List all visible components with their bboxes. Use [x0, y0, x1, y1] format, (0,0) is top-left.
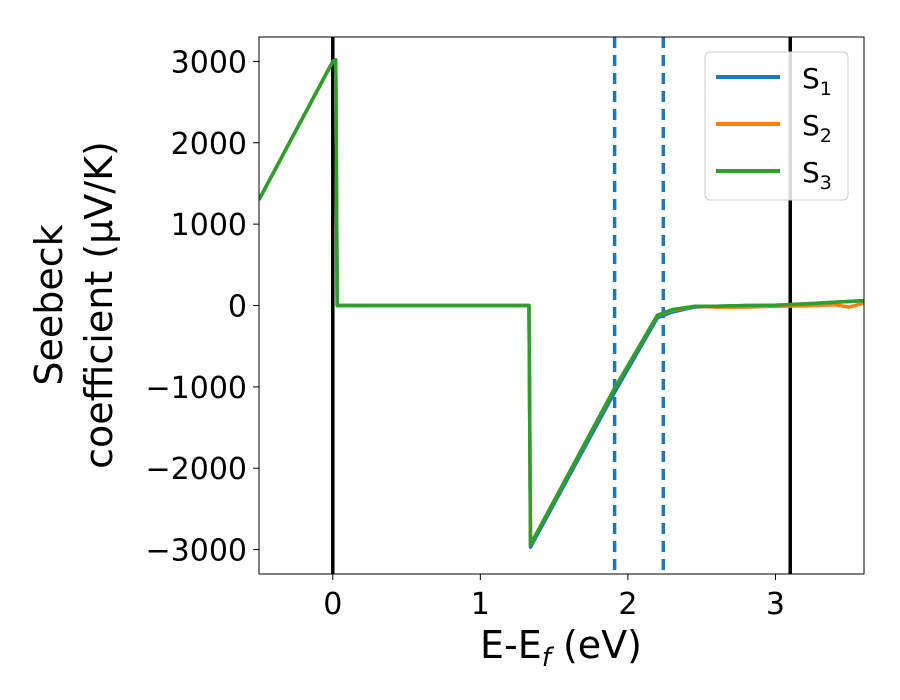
- x-tick-label: 0: [323, 587, 342, 622]
- y-tick-label: −3000: [146, 534, 247, 569]
- y-tick-label: −2000: [146, 452, 247, 487]
- series-line-s3: [259, 58, 864, 547]
- y-tick-label: 0: [228, 290, 247, 325]
- legend-label-s1: S1: [802, 62, 832, 100]
- y-tick-label: 3000: [171, 45, 247, 80]
- y-tick-label: 1000: [171, 208, 247, 243]
- x-tick-label: 1: [471, 587, 490, 622]
- legend-label-s3: S3: [802, 156, 832, 194]
- x-tick-label: 3: [766, 587, 785, 622]
- series-lines: [259, 58, 864, 549]
- y-axis-label: Seebeck coefficient (μV/K): [27, 141, 121, 469]
- y-axis-label-line2: coefficient (μV/K): [77, 141, 121, 469]
- x-axis-label: E-Ef (eV): [480, 623, 642, 673]
- y-tick-label: 2000: [171, 127, 247, 162]
- y-axis-label-line1: Seebeck: [27, 224, 71, 385]
- legend-label-s2: S2: [802, 109, 832, 147]
- x-tick-label: 2: [618, 587, 637, 622]
- legend: S1 S2 S3: [704, 51, 849, 201]
- y-tick-label: −1000: [146, 371, 247, 406]
- axis-ticks: 0 1 2 3 −3000 −2000 −1000 0 1000 2000 3000: [146, 45, 785, 622]
